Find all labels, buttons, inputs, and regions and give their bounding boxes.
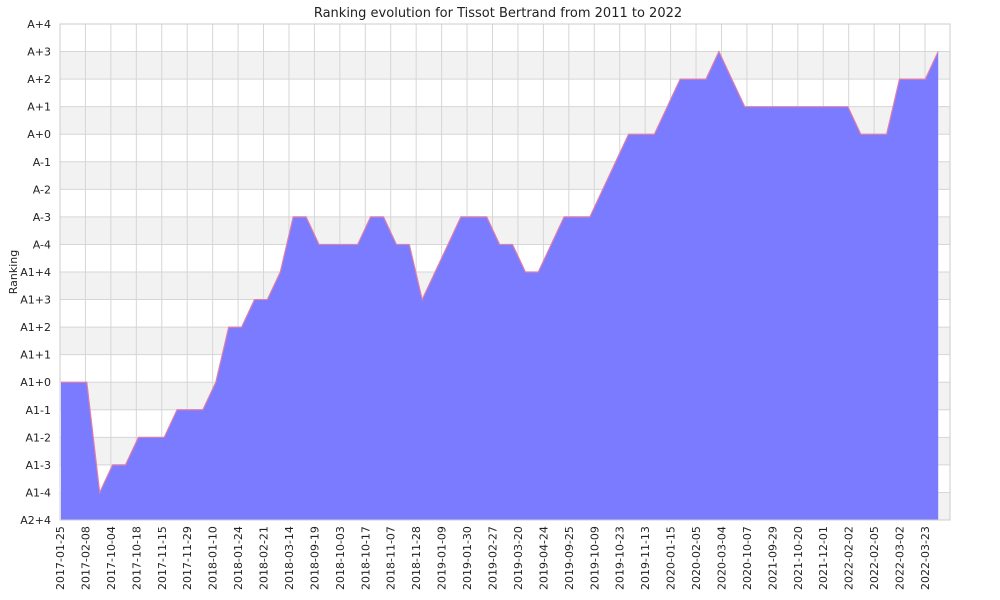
- x-tick-label: 2019-10-23: [614, 526, 627, 590]
- y-axis-label: Ranking: [7, 250, 20, 295]
- series-area: [61, 51, 939, 521]
- x-tick-label: 2020-10-07: [741, 526, 754, 590]
- x-tick-label: 2021-09-29: [766, 526, 779, 590]
- x-tick-label: 2022-02-02: [843, 526, 856, 590]
- x-tick-label: 2018-11-28: [410, 526, 423, 590]
- x-tick-label: 2018-01-24: [232, 526, 245, 590]
- y-tick-label: A-2: [33, 183, 51, 196]
- x-tick-label: 2019-02-27: [487, 526, 500, 590]
- y-tick-label: A-3: [33, 211, 51, 224]
- y-tick-label: A1+0: [20, 376, 51, 389]
- y-tick-label: A1+4: [20, 266, 51, 279]
- y-tick-label: A+1: [27, 101, 51, 114]
- x-tick-label: 2017-01-25: [54, 526, 67, 590]
- x-tick-label: 2022-03-23: [919, 526, 932, 590]
- x-tick-label: 2018-02-21: [258, 526, 271, 590]
- x-tick-label: 2021-10-20: [792, 526, 805, 590]
- y-tick-label: A+3: [27, 46, 51, 59]
- x-tick-label: 2019-11-13: [639, 526, 652, 590]
- series-line: [61, 50, 939, 495]
- x-tick-label: 2018-10-03: [334, 526, 347, 590]
- x-tick-label: 2017-11-15: [156, 526, 169, 590]
- y-tick-label: A1+1: [20, 349, 51, 362]
- y-tick-label: A1-3: [26, 459, 52, 472]
- x-tick-label: 2019-09-25: [563, 526, 576, 590]
- y-tick-label: A2+4: [20, 514, 51, 527]
- y-tick-label: A1-4: [26, 486, 52, 499]
- chart-title: Ranking evolution for Tissot Bertrand fr…: [314, 6, 682, 21]
- y-tick-label: A1-1: [26, 404, 52, 417]
- plot-frame: [59, 23, 951, 521]
- y-tick-label: A+0: [27, 128, 51, 141]
- x-tick-label: 2019-10-09: [588, 526, 601, 590]
- x-tick-label: 2020-02-05: [690, 526, 703, 590]
- x-tick-label: 2017-10-18: [130, 526, 143, 590]
- y-tick-label: A1+2: [20, 321, 51, 334]
- x-tick-label: 2018-01-10: [207, 526, 220, 590]
- x-tick-label: 2019-04-24: [537, 526, 550, 590]
- y-tick-label: A1+3: [20, 294, 51, 307]
- x-tick-label: 2017-10-04: [105, 526, 118, 590]
- x-tick-label: 2020-03-04: [715, 526, 728, 590]
- x-tick-label: 2021-12-01: [817, 526, 830, 590]
- y-tick-label: A-1: [33, 156, 51, 169]
- y-tick-label: A+2: [27, 73, 51, 86]
- x-tick-label: 2018-09-19: [308, 526, 321, 590]
- x-tick-labels: 2017-01-25 2017-02-08 2017-10-04 2017-10-18…: [54, 526, 932, 590]
- x-tick-label: 2019-03-20: [512, 526, 525, 590]
- x-tick-label: 2020-01-15: [665, 526, 678, 590]
- y-tick-label: A+4: [27, 18, 51, 31]
- x-tick-label: 2019-01-09: [436, 526, 449, 590]
- x-tick-label: 2017-11-29: [181, 526, 194, 590]
- x-tick-label: 2018-03-14: [283, 526, 296, 590]
- x-tick-label: 2022-02-05: [868, 526, 881, 590]
- y-tick-label: A-4: [33, 238, 51, 251]
- band-16: [60, 51, 950, 80]
- x-tick-label: 2022-03-02: [894, 526, 907, 590]
- y-tick-labels: A2+4 A1-4 A1-3 A1-2 A1-1 A1+0 A1+1 A1+2 A1+3 A1+4…: [20, 18, 51, 527]
- x-tick-label: 2018-11-07: [385, 526, 398, 590]
- x-tick-label: 2019-01-30: [461, 526, 474, 590]
- y-tick-label: A1-2: [26, 431, 52, 444]
- x-tick-label: 2018-10-17: [359, 526, 372, 590]
- x-tick-label: 2017-02-08: [79, 526, 92, 590]
- area-series: [61, 50, 939, 521]
